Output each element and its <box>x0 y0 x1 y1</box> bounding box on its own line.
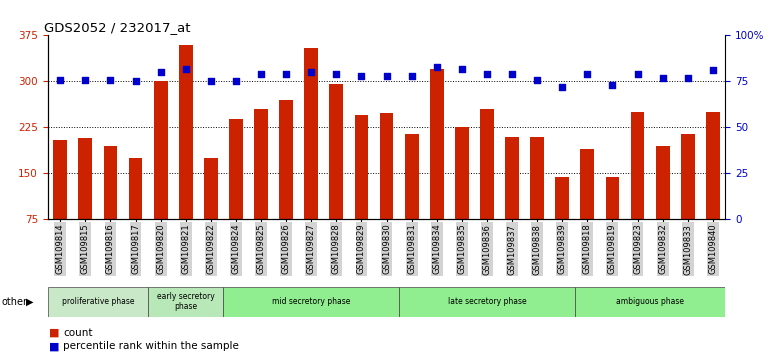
Bar <box>223 287 399 317</box>
Text: ▶: ▶ <box>26 297 34 307</box>
Bar <box>455 127 469 219</box>
Bar <box>656 146 669 219</box>
Point <box>255 71 267 77</box>
Bar <box>531 137 544 219</box>
Point <box>179 66 192 72</box>
Point <box>54 77 66 82</box>
Bar <box>254 109 268 219</box>
Text: ambiguous phase: ambiguous phase <box>616 297 684 306</box>
Point <box>305 69 317 75</box>
Bar <box>581 149 594 219</box>
Point <box>657 75 669 81</box>
Point <box>104 77 116 82</box>
Bar <box>280 100 293 219</box>
Text: proliferative phase: proliferative phase <box>62 297 134 306</box>
Bar <box>53 140 67 219</box>
Point <box>581 71 594 77</box>
Point <box>280 71 293 77</box>
Bar <box>681 133 695 219</box>
Bar <box>555 177 569 219</box>
Bar <box>129 158 142 219</box>
Bar <box>148 287 223 317</box>
Bar <box>204 158 218 219</box>
Point <box>155 69 167 75</box>
Bar <box>631 112 644 219</box>
Bar <box>48 287 148 317</box>
Bar <box>154 81 168 219</box>
Bar <box>430 69 444 219</box>
Bar <box>706 112 720 219</box>
Point <box>606 82 618 88</box>
Point <box>556 84 568 90</box>
Bar <box>229 119 243 219</box>
Point <box>79 77 92 82</box>
Point <box>430 64 443 69</box>
Text: percentile rank within the sample: percentile rank within the sample <box>63 341 239 351</box>
Bar <box>179 45 192 219</box>
Text: mid secretory phase: mid secretory phase <box>272 297 350 306</box>
Point <box>631 71 644 77</box>
Text: late secretory phase: late secretory phase <box>447 297 526 306</box>
Bar <box>605 177 619 219</box>
Point <box>406 73 418 79</box>
Bar <box>104 146 117 219</box>
Point <box>205 79 217 84</box>
Point <box>531 77 544 82</box>
Bar <box>399 287 574 317</box>
Bar <box>505 137 519 219</box>
Point <box>229 79 242 84</box>
Point <box>681 75 694 81</box>
Text: other: other <box>2 297 28 307</box>
Point <box>456 66 468 72</box>
Point <box>707 68 719 73</box>
Point <box>506 71 518 77</box>
Bar <box>304 48 318 219</box>
Point <box>355 73 367 79</box>
Bar <box>405 133 419 219</box>
Point <box>480 71 493 77</box>
Bar <box>574 287 725 317</box>
Text: GDS2052 / 232017_at: GDS2052 / 232017_at <box>45 21 191 34</box>
Bar <box>79 138 92 219</box>
Bar <box>330 85 343 219</box>
Point <box>129 79 142 84</box>
Bar <box>380 113 393 219</box>
Point <box>330 71 343 77</box>
Bar <box>480 109 494 219</box>
Text: count: count <box>63 328 92 338</box>
Text: ■: ■ <box>49 341 60 351</box>
Point <box>380 73 393 79</box>
Bar <box>354 115 368 219</box>
Text: ■: ■ <box>49 328 60 338</box>
Text: early secretory
phase: early secretory phase <box>157 292 215 312</box>
